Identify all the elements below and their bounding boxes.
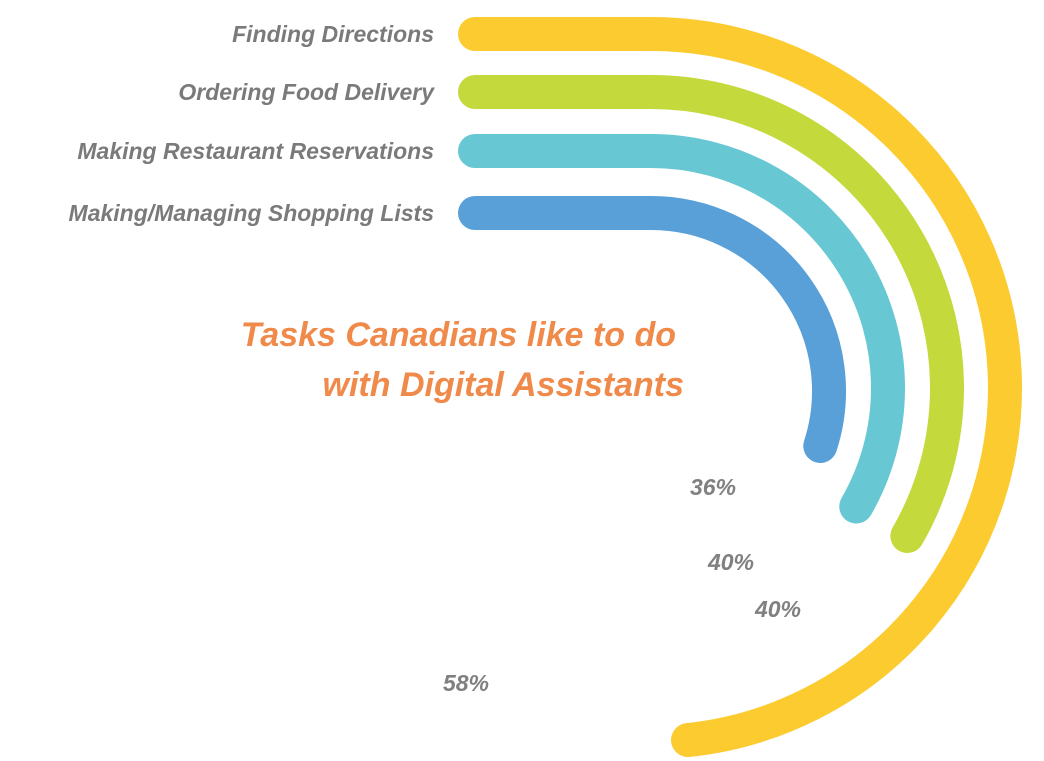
chart-arcs — [458, 17, 1022, 758]
chart-title-line-1: Tasks Canadians like to do — [241, 316, 676, 354]
category-label-2: Ordering Food Delivery — [178, 79, 435, 105]
value-label-3: 40% — [754, 596, 801, 622]
category-labels: Finding Directions Ordering Food Delivery… — [69, 21, 436, 226]
value-label-4: 36% — [690, 474, 736, 500]
arc-bar-2 — [458, 75, 964, 553]
arc-bar-3 — [458, 134, 905, 524]
chart-title-line-2: with Digital Assistants — [323, 366, 684, 404]
arc-bar-4 — [458, 196, 846, 464]
arc-bar-1 — [458, 17, 1022, 758]
value-label-2: 40% — [707, 549, 754, 575]
category-label-4: Making/Managing Shopping Lists — [69, 200, 434, 226]
value-label-1: 58% — [443, 670, 489, 696]
category-label-1: Finding Directions — [232, 21, 434, 47]
category-label-3: Making Restaurant Reservations — [77, 138, 434, 164]
value-labels: 58% 40%40% 36% — [443, 474, 801, 696]
